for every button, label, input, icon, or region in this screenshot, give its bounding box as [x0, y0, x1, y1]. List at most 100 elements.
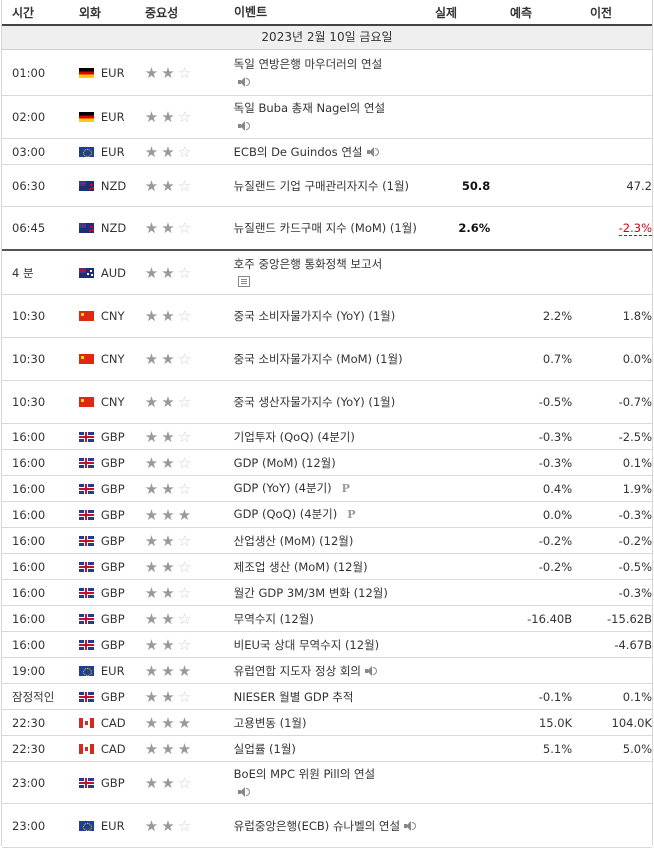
event-currency: CNY [78, 395, 143, 409]
event-title[interactable]: 중국 생산자물가지수 (YoY) (1월) [233, 395, 396, 409]
event-name[interactable]: 독일 Buba 총재 Nagel의 연설 [231, 99, 421, 135]
header-importance[interactable]: 중요성 [145, 5, 179, 20]
event-title[interactable]: 호주 중앙은행 통화정책 보고서 [233, 256, 383, 271]
speaker-icon[interactable] [366, 146, 379, 157]
event-title[interactable]: 독일 Buba 총재 Nagel의 연설 [233, 101, 386, 115]
event-title[interactable]: 산업생산 (MoM) (12월) [233, 533, 354, 548]
table-row[interactable]: 16:00 GBP ★★☆ 비EU국 상대 무역수지 (12월) -4.67B [2, 632, 652, 658]
speaker-icon[interactable] [404, 820, 417, 831]
event-title[interactable]: 제조업 생산 (MoM) (12월) [233, 559, 368, 574]
previous-value: -4.67B [614, 637, 652, 652]
table-row[interactable]: 01:00 EUR ★★☆ 독일 연방은행 마우더러의 연설 [2, 50, 652, 96]
event-title[interactable]: 유럽연합 지도자 정상 회의 [233, 663, 362, 678]
event-name[interactable]: 유럽연합 지도자 정상 회의 [231, 662, 421, 680]
table-row[interactable]: 06:30 NZD ★★☆ 뉴질랜드 기업 구매관리자지수 (1월) 50.8 47.2 [2, 165, 652, 207]
table-row[interactable]: 16:00 GBP ★★☆ 제조업 생산 (MoM) (12월) -0.2% -0.5% [2, 554, 652, 580]
event-title[interactable]: GDP (MoM) (12월) [233, 455, 336, 470]
event-title[interactable]: ECB의 De Guindos 연설 [233, 144, 363, 159]
event-name[interactable]: 기업투자 (QoQ) (4분기) [231, 428, 421, 446]
document-icon[interactable] [237, 275, 250, 287]
event-name[interactable]: 비EU국 상대 무역수지 (12월) [231, 636, 421, 654]
speaker-icon[interactable] [365, 665, 378, 676]
table-row[interactable]: 16:00 GBP ★★☆ 무역수지 (12월) -16.40B -15.62B [2, 606, 652, 632]
table-row[interactable]: 10:30 CNY ★★☆ 중국 생산자물가지수 (YoY) (1월) -0.5% -0.… [2, 381, 652, 424]
star-icon: ★ [161, 609, 178, 628]
speaker-icon[interactable] [237, 786, 250, 797]
event-title[interactable]: 뉴질랜드 기업 구매관리자지수 (1월) [233, 178, 410, 193]
star-icon: ★ [161, 263, 178, 282]
previous-value: 0.1% [622, 689, 652, 704]
event-currency: AUD [78, 266, 143, 280]
table-row[interactable]: 03:00 EUR ★★☆ ECB의 De Guindos 연설 [2, 139, 652, 165]
event-title[interactable]: GDP (YoY) (4분기) [233, 481, 332, 495]
event-title[interactable]: 고용변동 (1월) [233, 715, 307, 730]
event-title[interactable]: 월간 GDP 3M/3M 변화 (12월) [233, 585, 388, 600]
table-row[interactable]: 잠정적인 GBP ★★☆ NIESER 월별 GDP 추적 -0.1% 0.1% [2, 684, 652, 710]
table-row[interactable]: 22:30 CAD ★★★ 실업률 (1월) 5.1% 5.0% [2, 736, 652, 762]
event-title[interactable]: 독일 연방은행 마우더러의 연설 [233, 56, 383, 71]
event-name[interactable]: GDP (QoQ) (4분기) P [231, 505, 421, 524]
table-row[interactable]: 10:30 CNY ★★☆ 중국 소비자물가지수 (YoY) (1월) 2.2% 1.8% [2, 295, 652, 338]
table-row[interactable]: 16:00 GBP ★★☆ GDP (YoY) (4분기) P 0.4% 1.9% [2, 476, 652, 502]
event-title[interactable]: 실업률 (1월) [233, 741, 296, 756]
header-time[interactable]: 시간 [12, 5, 35, 20]
table-row[interactable]: 23:00 EUR ★★☆ 유럽중앙은행(ECB) 슈나벨의 연설 [2, 804, 652, 848]
table-row[interactable]: 16:00 GBP ★★★ GDP (QoQ) (4분기) P 0.0% -0.3% [2, 502, 652, 528]
event-title[interactable]: 기업투자 (QoQ) (4분기) [233, 429, 355, 444]
event-name[interactable]: 무역수지 (12월) [231, 610, 421, 628]
event-name[interactable]: GDP (YoY) (4분기) P [231, 479, 421, 498]
table-row[interactable]: 23:00 GBP ★★☆ BoE의 MPC 위원 Pill의 연설 [2, 762, 652, 804]
event-name[interactable]: 제조업 생산 (MoM) (12월) [231, 558, 421, 576]
event-name[interactable]: 중국 소비자물가지수 (YoY) (1월) [231, 307, 421, 325]
table-row[interactable]: 10:30 CNY ★★☆ 중국 소비자물가지수 (MoM) (1월) 0.7% 0.0% [2, 338, 652, 381]
event-title[interactable]: 유럽중앙은행(ECB) 슈나벨의 연설 [233, 818, 401, 833]
event-title[interactable]: NIESER 월별 GDP 추적 [233, 689, 354, 704]
event-name[interactable]: GDP (MoM) (12월) [231, 454, 421, 472]
previous-value: -0.2% [618, 533, 652, 548]
event-title[interactable]: 뉴질랜드 카드구매 지수 (MoM) (1월) [233, 221, 417, 235]
header-currency[interactable]: 외화 [79, 5, 102, 20]
header-previous[interactable]: 이전 [589, 5, 613, 20]
event-currency: EUR [78, 819, 143, 833]
table-row[interactable]: 16:00 GBP ★★☆ 산업생산 (MoM) (12월) -0.2% -0.2% [2, 528, 652, 554]
header-forecast[interactable]: 예측 [509, 5, 533, 20]
event-name[interactable]: 중국 생산자물가지수 (YoY) (1월) [231, 393, 421, 411]
event-name[interactable]: 고용변동 (1월) [231, 714, 421, 732]
event-name[interactable]: 뉴질랜드 카드구매 지수 (MoM) (1월) [231, 219, 421, 237]
table-row[interactable]: 16:00 GBP ★★☆ GDP (MoM) (12월) -0.3% 0.1% [2, 450, 652, 476]
event-name[interactable]: 산업생산 (MoM) (12월) [231, 532, 421, 550]
event-title[interactable]: GDP (QoQ) (4분기) [233, 507, 338, 521]
header-actual[interactable]: 실제 [434, 5, 458, 20]
event-name[interactable]: ECB의 De Guindos 연설 [231, 143, 421, 161]
table-row[interactable]: 22:30 CAD ★★★ 고용변동 (1월) 15.0K 104.0K [2, 710, 652, 736]
forecast-value: 0.7% [542, 352, 573, 366]
event-title[interactable]: 비EU국 상대 무역수지 (12월) [233, 637, 380, 652]
event-title[interactable]: 중국 소비자물가지수 (YoY) (1월) [233, 309, 396, 323]
star-icon: ★ [144, 609, 162, 628]
event-name[interactable]: 유럽중앙은행(ECB) 슈나벨의 연설 [231, 817, 421, 835]
table-row[interactable]: 02:00 EUR ★★☆ 독일 Buba 총재 Nagel의 연설 [2, 96, 652, 139]
table-row[interactable]: 4 분 AUD ★★☆ 호주 중앙은행 통화정책 보고서 [2, 251, 652, 295]
table-row[interactable]: 16:00 GBP ★★☆ 기업투자 (QoQ) (4분기) -0.3% -2.5% [2, 424, 652, 450]
speaker-icon[interactable] [237, 121, 250, 131]
event-name[interactable]: 호주 중앙은행 통화정책 보고서 [231, 255, 421, 291]
event-name[interactable]: 뉴질랜드 기업 구매관리자지수 (1월) [231, 177, 421, 195]
event-name[interactable]: 월간 GDP 3M/3M 변화 (12월) [231, 584, 421, 602]
star-icon: ☆ [177, 393, 195, 411]
event-name[interactable]: 실업률 (1월) [231, 740, 421, 758]
table-row[interactable]: 06:45 NZD ★★☆ 뉴질랜드 카드구매 지수 (MoM) (1월) 2.6% -2… [2, 207, 652, 251]
event-name[interactable]: 독일 연방은행 마우더러의 연설 [231, 55, 421, 91]
importance-stars: ★★☆ [143, 558, 231, 576]
event-title[interactable]: 무역수지 (12월) [233, 611, 314, 626]
event-name[interactable]: BoE의 MPC 위원 Pill의 연설 [231, 765, 421, 801]
event-title[interactable]: BoE의 MPC 위원 Pill의 연설 [233, 766, 376, 781]
table-row[interactable]: 19:00 EUR ★★★ 유럽연합 지도자 정상 회의 [2, 658, 652, 684]
event-title[interactable]: 중국 소비자물가지수 (MoM) (1월) [233, 352, 403, 366]
star-icon: ☆ [177, 635, 195, 654]
star-icon: ☆ [177, 816, 195, 835]
table-row[interactable]: 16:00 GBP ★★☆ 월간 GDP 3M/3M 변화 (12월) -0.3% [2, 580, 652, 606]
event-name[interactable]: NIESER 월별 GDP 추적 [231, 688, 421, 706]
event-name[interactable]: 중국 소비자물가지수 (MoM) (1월) [231, 350, 421, 368]
header-event[interactable]: 이벤트 [234, 5, 268, 19]
speaker-icon[interactable] [237, 76, 250, 87]
